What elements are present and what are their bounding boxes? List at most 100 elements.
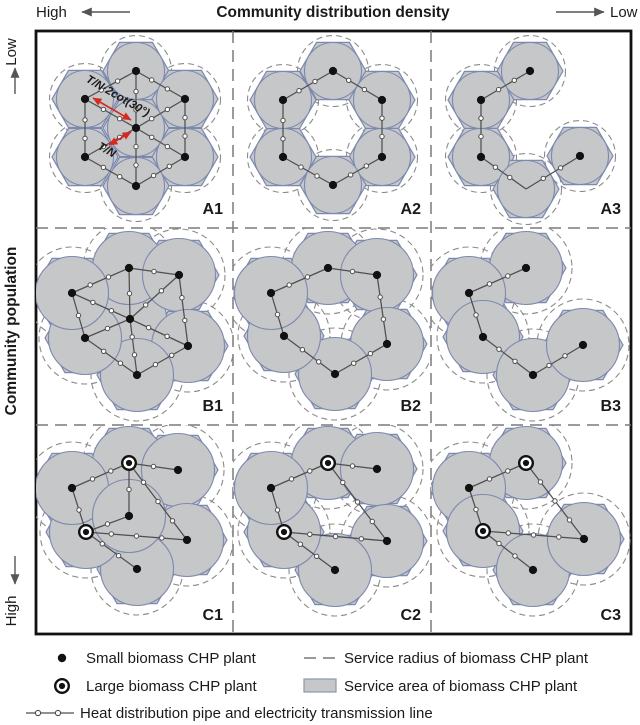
cell-B3: B3 (431, 228, 630, 422)
small-plant-dot (377, 152, 387, 162)
pipe-node (363, 163, 369, 169)
pipe-node (108, 531, 115, 537)
pipe-node (100, 106, 107, 113)
service-radius-circle (237, 289, 331, 383)
pipe-node (354, 499, 361, 505)
pipe-line (468, 267, 527, 294)
pipe-node (179, 295, 185, 301)
pipe-node (512, 358, 518, 364)
large-plant-core (280, 528, 288, 536)
service-radius-circle (444, 120, 518, 194)
pipe-line (468, 462, 527, 489)
cell-C1: C1 (36, 425, 233, 624)
legend-label: Large biomass CHP plant (86, 678, 257, 695)
legend-label: Service area of biomass CHP plant (344, 678, 578, 695)
pipe-line (71, 462, 130, 489)
cells-layer: A1T/N·2cot(30°)T/N A2 A3 B1 B2 B3 C1 C2 C3 (36, 34, 631, 624)
pipe-node (296, 88, 302, 94)
pipe-node (307, 468, 313, 474)
pipe-node (89, 476, 96, 482)
pipe-line (525, 155, 581, 190)
large-plant-core (522, 459, 530, 467)
pipe-node (297, 541, 303, 547)
annotation-arrow-tn (108, 131, 132, 146)
pipe-node (158, 288, 165, 294)
pipe-line (135, 98, 186, 129)
cell-C3: C3 (431, 425, 631, 624)
small-plant-dot (132, 370, 142, 380)
pipe-node (379, 115, 385, 121)
pipe-node (307, 531, 313, 537)
pipe-node (104, 521, 111, 527)
pipe-node (169, 518, 176, 524)
small-plant-dot (180, 152, 190, 162)
pipe-node (100, 143, 107, 150)
small-plant-dot (278, 152, 288, 162)
pipe-node (274, 507, 281, 513)
pipe-node (505, 530, 511, 536)
pipe-node (507, 174, 513, 181)
pipe-line (283, 531, 336, 571)
pipe-node (143, 302, 149, 308)
pipe-node (313, 553, 320, 559)
pipe-node (537, 479, 544, 485)
pipe-node (349, 463, 356, 469)
cell-label: A3 (601, 201, 622, 218)
large-plant-core (479, 527, 487, 535)
pipe-node (115, 553, 122, 559)
pipe-node (164, 333, 170, 339)
small-plant-dot (372, 464, 382, 474)
pipe-node (150, 463, 157, 470)
pipe-node (104, 325, 111, 332)
pipe-node (380, 316, 387, 322)
pipe-node (87, 282, 93, 288)
pipe-node (131, 352, 138, 358)
pipe-node (496, 540, 502, 547)
pipe-node (117, 174, 123, 180)
pipe-line (129, 274, 180, 320)
pipe-node (99, 541, 106, 547)
pipe-node (182, 133, 188, 139)
cell-label: B3 (601, 398, 622, 415)
small-plant-dot (528, 565, 538, 575)
large-plant-core-icon (58, 682, 66, 690)
pipe-node (495, 86, 502, 93)
small-plant-dot (464, 483, 474, 493)
pipe-node (129, 334, 135, 340)
pipe-node (314, 173, 320, 179)
pipe-line (84, 156, 137, 187)
pipe-node (149, 134, 155, 141)
small-plant-dot (330, 565, 340, 575)
pipe-line (71, 292, 131, 320)
pipe-line (282, 156, 334, 186)
pipe-node (151, 268, 157, 275)
pipe-node (492, 164, 499, 170)
legend-label: Small biomass CHP plant (86, 650, 257, 667)
legend-item-large-plant: Large biomass CHP plant (54, 678, 257, 695)
small-plant-dot (578, 340, 588, 350)
pipe-node (98, 87, 105, 93)
pipe-node (286, 282, 292, 288)
small-plant-dot (80, 333, 90, 343)
small-plant-dot (132, 564, 142, 574)
pipe-line (482, 530, 534, 571)
small-plant-dot (131, 123, 141, 133)
pipe-node (166, 163, 173, 170)
pipe-node (114, 78, 121, 84)
pipe-node (288, 476, 295, 482)
small-plant-dot (180, 94, 190, 104)
small-plant-dot (521, 263, 531, 273)
small-plant-dot (266, 483, 276, 493)
pipe-node (108, 468, 114, 474)
pipe-node (358, 536, 364, 542)
pipe-node (556, 534, 562, 540)
pipe-node (101, 348, 107, 354)
pipe-line (135, 156, 186, 187)
pipe-node (126, 486, 132, 493)
pipe-node (530, 532, 537, 538)
small-plant-dot (382, 339, 392, 349)
service-radius-circle (436, 290, 530, 384)
small-plant-dot (125, 314, 135, 324)
cell-A3: A3 (444, 34, 622, 226)
